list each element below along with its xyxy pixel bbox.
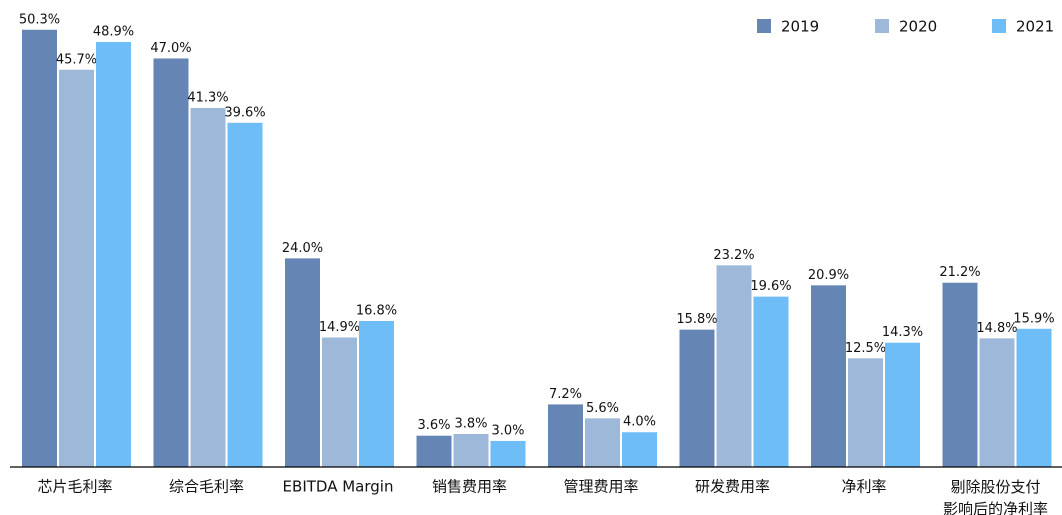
x-tick-label: EBITDA Margin	[283, 478, 394, 496]
bar	[285, 258, 320, 467]
data-label: 21.2%	[939, 265, 980, 280]
data-label: 39.6%	[224, 105, 265, 120]
data-label: 47.0%	[150, 41, 191, 56]
x-tick-label: 研发费用率	[695, 478, 770, 496]
bar	[1016, 328, 1052, 467]
data-label: 5.6%	[586, 401, 619, 416]
data-label: 12.5%	[845, 341, 886, 356]
data-label: 14.8%	[976, 321, 1017, 336]
bar	[416, 435, 452, 467]
bar	[811, 285, 846, 467]
data-label: 3.8%	[454, 416, 487, 431]
data-label: 50.3%	[19, 12, 60, 27]
legend-swatch	[992, 19, 1006, 33]
bar	[453, 433, 489, 467]
data-label: 3.0%	[491, 423, 524, 438]
x-tick-label: 销售费用率	[432, 478, 507, 496]
data-label: 7.2%	[549, 387, 582, 402]
legend-label: 2020	[899, 18, 937, 36]
bar	[96, 41, 131, 467]
x-tick-label: 综合毛利率	[169, 478, 244, 496]
bar	[979, 338, 1015, 467]
data-label: 23.2%	[713, 248, 754, 263]
data-label: 41.3%	[187, 91, 228, 106]
bar	[22, 29, 57, 468]
bar	[490, 440, 526, 467]
legend-label: 2019	[781, 18, 819, 36]
bar	[585, 418, 620, 467]
data-label: 24.0%	[282, 241, 323, 256]
bar	[359, 320, 394, 467]
bar	[227, 122, 263, 468]
bar	[679, 329, 715, 467]
bar	[716, 265, 752, 467]
bar	[190, 108, 226, 467]
legend-swatch	[875, 19, 889, 33]
x-tick-label: 芯片毛利率	[37, 478, 112, 496]
bar	[942, 282, 978, 467]
data-label: 45.7%	[56, 52, 97, 67]
bar	[753, 296, 789, 467]
data-label: 16.8%	[356, 303, 397, 318]
x-tick-label: 净利率	[841, 478, 886, 496]
x-tick-label-line: 影响后的净利率	[943, 500, 1048, 515]
data-label: 48.9%	[93, 24, 134, 39]
bar	[322, 337, 357, 467]
data-label: 15.9%	[1013, 311, 1054, 326]
bar	[548, 404, 583, 467]
bar	[153, 58, 189, 467]
bar	[59, 69, 94, 467]
data-label: 15.8%	[676, 312, 717, 327]
data-label: 14.3%	[882, 325, 923, 340]
x-tick-label-line: 剔除股份支付	[950, 478, 1040, 496]
x-tick-label: 管理费用率	[563, 478, 638, 496]
bar	[622, 432, 657, 467]
x-tick-label: 剔除股份支付影响后的净利率	[943, 478, 1048, 515]
data-label: 3.6%	[417, 418, 450, 433]
legend-label: 2021	[1016, 18, 1054, 36]
data-label: 19.6%	[750, 279, 791, 294]
data-label: 14.9%	[319, 320, 360, 335]
data-label: 20.9%	[808, 268, 849, 283]
legend-swatch	[757, 19, 771, 33]
data-label: 4.0%	[623, 415, 656, 430]
bar	[885, 342, 920, 467]
bar	[848, 358, 883, 467]
